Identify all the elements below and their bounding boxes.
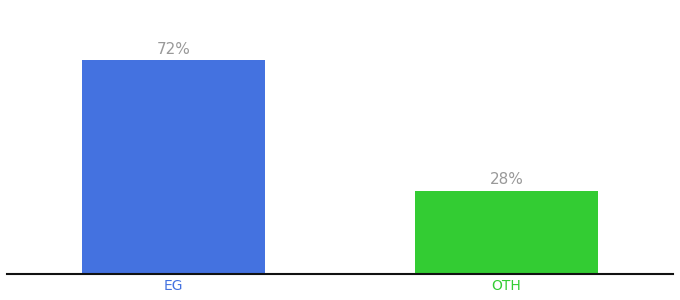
- Text: 28%: 28%: [490, 172, 524, 188]
- Bar: [415, 191, 598, 274]
- Bar: [82, 60, 265, 274]
- Text: 72%: 72%: [156, 42, 190, 57]
